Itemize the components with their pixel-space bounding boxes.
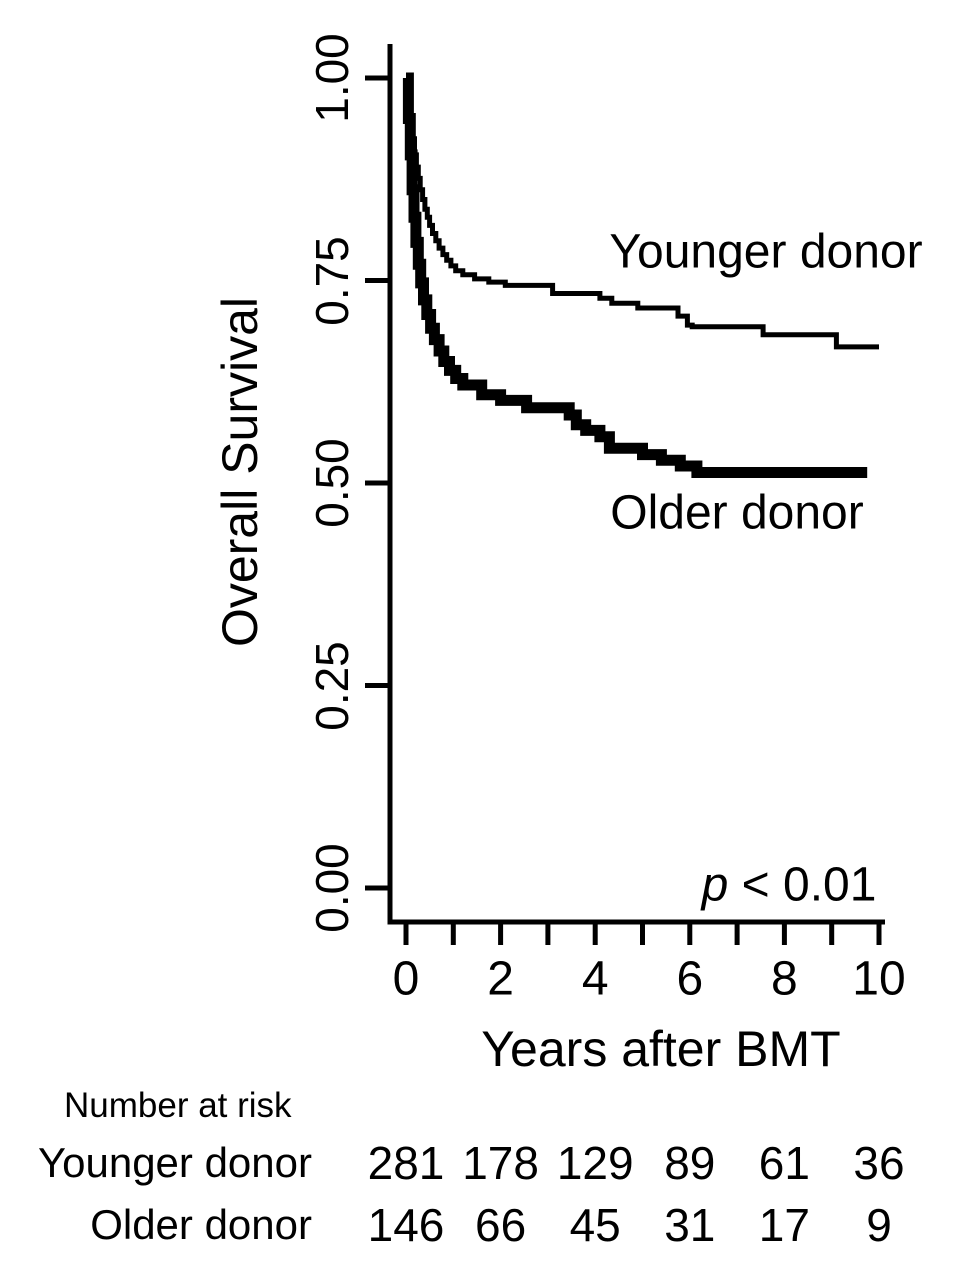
x-axis-title: Years after BMT: [481, 1021, 841, 1077]
p-value-label: p < 0.01: [702, 858, 877, 913]
x-tick-label-0: 0: [392, 952, 420, 1006]
at-risk-value-younger-y4: 129: [556, 1137, 634, 1189]
at-risk-value-younger-y8: 61: [758, 1137, 810, 1189]
at-risk-value-older-y8: 17: [758, 1199, 810, 1251]
km-curve-younger-donor: [406, 75, 879, 350]
y-tick-label-0.25: 0.25: [306, 640, 358, 731]
y-tick-label-1.00: 1.00: [306, 33, 358, 123]
at-risk-value-younger-y0: 281: [367, 1137, 445, 1189]
at-risk-value-older-y2: 66: [475, 1199, 527, 1251]
p-symbol: p: [701, 858, 729, 912]
y-axis-title: Overall Survival: [212, 296, 268, 648]
at-risk-value-younger-y2: 178: [462, 1137, 539, 1189]
annotation-younger-donor: Younger donor: [609, 225, 923, 279]
at-risk-value-younger-y10: 36: [853, 1137, 905, 1189]
at-risk-header: Number at risk: [64, 1086, 292, 1125]
x-tick-label-2: 2: [487, 952, 514, 1006]
p-comparison: < 0.01: [728, 858, 877, 912]
annotation-older-donor: Older donor: [610, 486, 864, 540]
at-risk-value-older-y6: 31: [664, 1199, 716, 1251]
at-risk-row-label-younger: Younger donor: [37, 1139, 312, 1186]
at-risk-value-younger-y6: 89: [664, 1137, 716, 1189]
x-tick-label-10: 10: [852, 952, 906, 1006]
at-risk-value-older-y0: 146: [367, 1199, 445, 1251]
km-curve-older-donor: [402, 72, 868, 478]
at-risk-value-older-y4: 45: [569, 1199, 621, 1251]
x-tick-label-8: 8: [771, 952, 798, 1006]
x-tick-label-4: 4: [581, 952, 609, 1006]
at-risk-value-older-y10: 9: [866, 1199, 892, 1251]
y-tick-label-0.00: 0.00: [306, 843, 358, 933]
y-tick-label-0.50: 0.50: [306, 438, 358, 528]
at-risk-row-label-older: Older donor: [90, 1201, 312, 1248]
y-tick-label-0.75: 0.75: [306, 235, 358, 326]
x-tick-label-6: 6: [676, 952, 704, 1006]
